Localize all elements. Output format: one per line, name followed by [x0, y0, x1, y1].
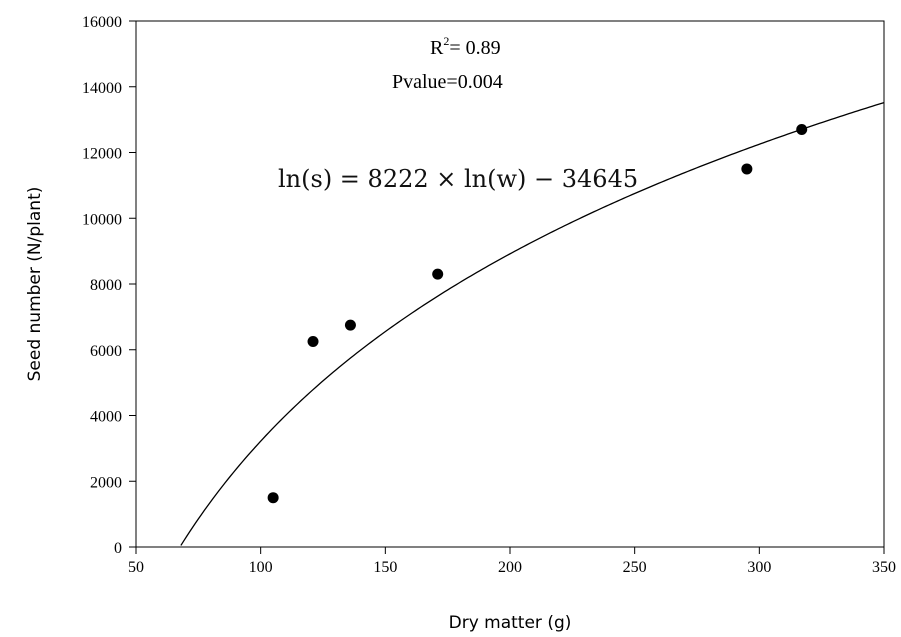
x-tick-label: 100 [249, 559, 273, 576]
y-tick-label: 12000 [82, 146, 122, 163]
x-tick-label: 50 [128, 559, 144, 576]
x-tick-label: 150 [373, 559, 397, 576]
y-tick-label: 4000 [90, 409, 122, 426]
data-points [267, 123, 808, 504]
x-axis-ticks: 50 100 150 200 250 300 350 [128, 547, 896, 576]
x-tick-label: 250 [623, 559, 647, 576]
y-tick-label: 2000 [90, 474, 122, 491]
r2-annotation: R2= 0.89 [430, 34, 501, 59]
x-axis-title: Dry matter (g) [449, 613, 572, 633]
y-tick-label: 6000 [90, 343, 122, 360]
data-point [344, 319, 356, 331]
x-tick-label: 350 [872, 559, 896, 576]
y-axis-title: Seed number (N/plant) [25, 187, 45, 382]
data-point [432, 268, 444, 280]
data-point [307, 336, 319, 348]
data-point [741, 163, 753, 175]
data-point [796, 123, 808, 135]
y-tick-label: 16000 [82, 14, 122, 31]
y-tick-label: 14000 [82, 80, 122, 97]
y-tick-label: 8000 [90, 277, 122, 294]
x-tick-label: 300 [747, 559, 771, 576]
fit-curve [180, 101, 885, 546]
y-tick-label: 0 [114, 540, 122, 557]
plot-area-frame [135, 20, 885, 548]
fit-equation: ln(s) = 8222 × ln(w) − 34645 [278, 165, 638, 193]
y-axis-ticks: 0 2000 4000 6000 8000 10000 12000 14000 16000 [82, 14, 136, 557]
pvalue-annotation: Pvalue=0.004 [392, 71, 503, 93]
y-tick-label: 10000 [82, 211, 122, 228]
x-tick-label: 200 [498, 559, 522, 576]
data-point [267, 492, 279, 504]
